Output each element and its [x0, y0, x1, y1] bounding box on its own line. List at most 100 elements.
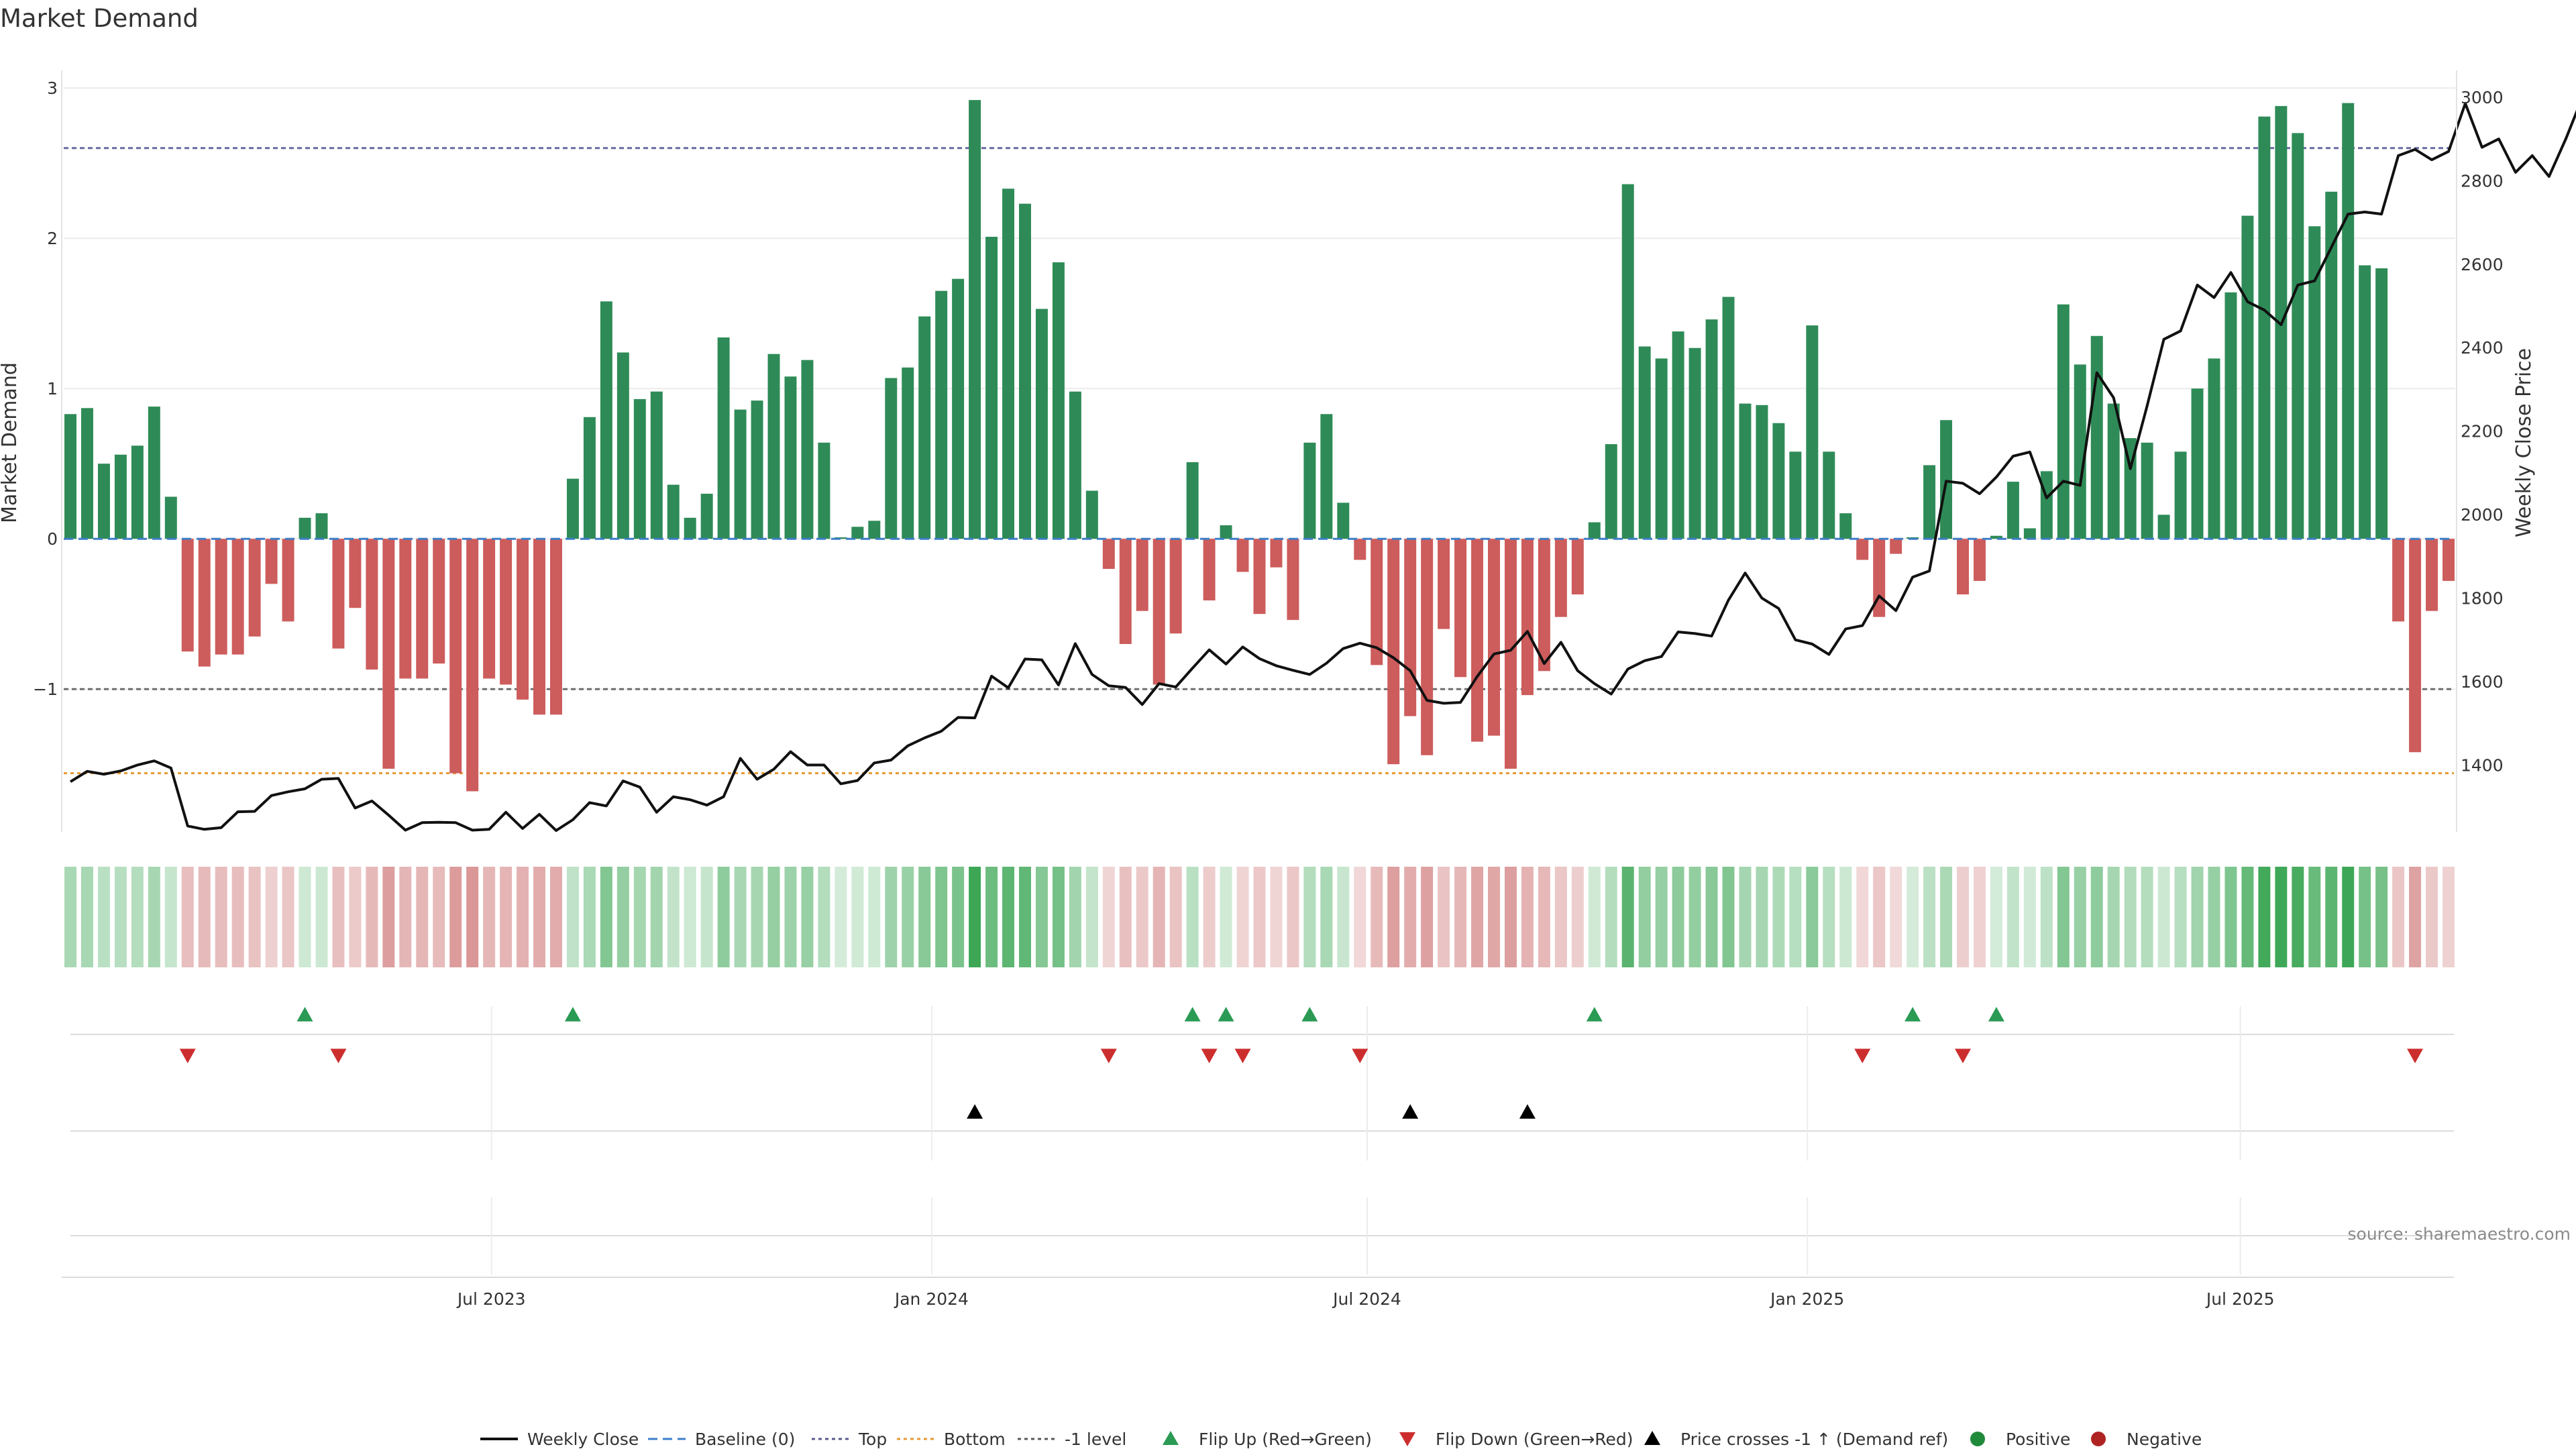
y-tick-left: 1	[47, 379, 58, 398]
flip-down-marker	[2407, 1049, 2424, 1063]
y-tick-left: 2	[47, 229, 58, 248]
demand-bar	[332, 539, 345, 649]
flip-down-marker	[179, 1049, 196, 1063]
demand-bar	[1287, 539, 1299, 621]
heatmap-cell	[2241, 867, 2254, 967]
heatmap-cell	[2107, 867, 2120, 967]
demand-bar	[2006, 482, 2019, 539]
heatmap-cell	[1069, 867, 1081, 967]
heatmap-cell	[1438, 867, 1450, 967]
demand-bar	[1404, 539, 1417, 716]
heatmap-cell	[114, 867, 127, 967]
x-tick-label: Jul 2025	[2205, 1289, 2275, 1309]
heatmap-cell	[2090, 867, 2103, 967]
heatmap-cell	[131, 867, 144, 967]
reference-lines	[64, 147, 2454, 775]
heatmap-cell	[1839, 867, 1852, 967]
demand-bar	[399, 539, 412, 679]
heatmap-cell	[1371, 867, 1383, 967]
heatmap-cell	[433, 867, 445, 967]
heatmap-cell	[1152, 867, 1165, 967]
heatmap-cell	[1320, 867, 1333, 967]
legend-item: Flip Down (Green→Red)	[1399, 1430, 1633, 1449]
demand-bar	[382, 539, 395, 769]
legend-item: Weekly Close	[480, 1430, 639, 1449]
demand-bar	[583, 417, 596, 539]
heatmap-cell	[1136, 867, 1148, 967]
demand-bar	[2342, 103, 2355, 539]
demand-bars	[64, 100, 2455, 792]
demand-bar	[1253, 539, 1266, 614]
demand-bar	[600, 301, 612, 539]
demand-bar	[2375, 268, 2388, 539]
y-tick-left: 0	[47, 529, 58, 549]
heatmap-cell	[2325, 867, 2338, 967]
demand-bar	[2191, 388, 2204, 539]
demand-bar	[1957, 539, 1970, 595]
y-tick-right: 1600	[2461, 672, 2504, 692]
demand-bar	[533, 539, 546, 715]
heatmap-cell	[1119, 867, 1132, 967]
demand-bar	[231, 539, 244, 655]
chart-title: Market Demand	[0, 4, 199, 33]
demand-bar	[868, 521, 881, 539]
legend-item: Bottom	[897, 1430, 1006, 1449]
price-line-layer	[64, 102, 2576, 833]
demand-bar	[1856, 539, 1869, 560]
demand-bar	[1152, 539, 1165, 685]
y-tick-right: 2000	[2461, 505, 2504, 525]
legend-item: Negative	[2091, 1430, 2202, 1449]
heatmap-cell	[533, 867, 546, 967]
heatmap-cell	[935, 867, 948, 967]
legend-label: Flip Down (Green→Red)	[1436, 1430, 1633, 1449]
heatmap-cell	[1538, 867, 1550, 967]
heatmap-cell	[416, 867, 429, 967]
heatmap-cell	[2342, 867, 2355, 967]
demand-bar	[1303, 442, 1316, 539]
demand-bar	[902, 367, 914, 539]
heatmap-cell	[1471, 867, 1484, 967]
heatmap-cell	[1638, 867, 1651, 967]
demand-bar	[1069, 391, 1081, 539]
demand-bar	[1136, 539, 1148, 611]
demand-bar	[1973, 539, 1986, 581]
heatmap-cell	[332, 867, 345, 967]
demand-bar	[2157, 515, 2170, 539]
demand-bar	[818, 442, 830, 539]
heatmap-cell	[767, 867, 780, 967]
demand-bar	[1504, 539, 1517, 769]
demand-bar	[1387, 539, 1400, 765]
heatmap-cell	[1253, 867, 1266, 967]
heatmap-cell	[449, 867, 462, 967]
legend-item: Flip Up (Red→Green)	[1163, 1430, 1372, 1449]
demand-bar	[2443, 539, 2455, 581]
heatmap-cell	[1806, 867, 1819, 967]
heatmap-cell	[1621, 867, 1634, 967]
demand-bar	[1236, 539, 1249, 572]
heatmap-cell	[1890, 867, 1902, 967]
y-tick-left: 3	[47, 78, 58, 98]
demand-bar	[265, 539, 278, 584]
y-tick-right: 1800	[2461, 589, 2504, 608]
demand-bar	[2090, 335, 2103, 539]
demand-bar	[148, 407, 160, 539]
demand-bar	[935, 290, 948, 539]
demand-bar	[1923, 465, 1936, 539]
demand-bar	[633, 398, 646, 539]
demand-bar	[1035, 309, 1048, 539]
demand-bar	[616, 352, 629, 539]
heatmap-cell	[969, 867, 981, 967]
demand-bar	[2258, 116, 2271, 539]
heatmap-cell	[148, 867, 160, 967]
heatmap-cell	[1002, 867, 1015, 967]
heatmap-cell	[1387, 867, 1400, 967]
heatmap-cell	[952, 867, 965, 967]
heatmap-cell	[650, 867, 663, 967]
flip-down-marker	[330, 1049, 347, 1063]
heatmap-cell	[1605, 867, 1617, 967]
demand-bar	[1203, 539, 1216, 601]
demand-bar	[2224, 292, 2237, 539]
heatmap-cell	[299, 867, 311, 967]
demand-bar	[2426, 539, 2438, 611]
flip-up-marker	[297, 1007, 313, 1022]
